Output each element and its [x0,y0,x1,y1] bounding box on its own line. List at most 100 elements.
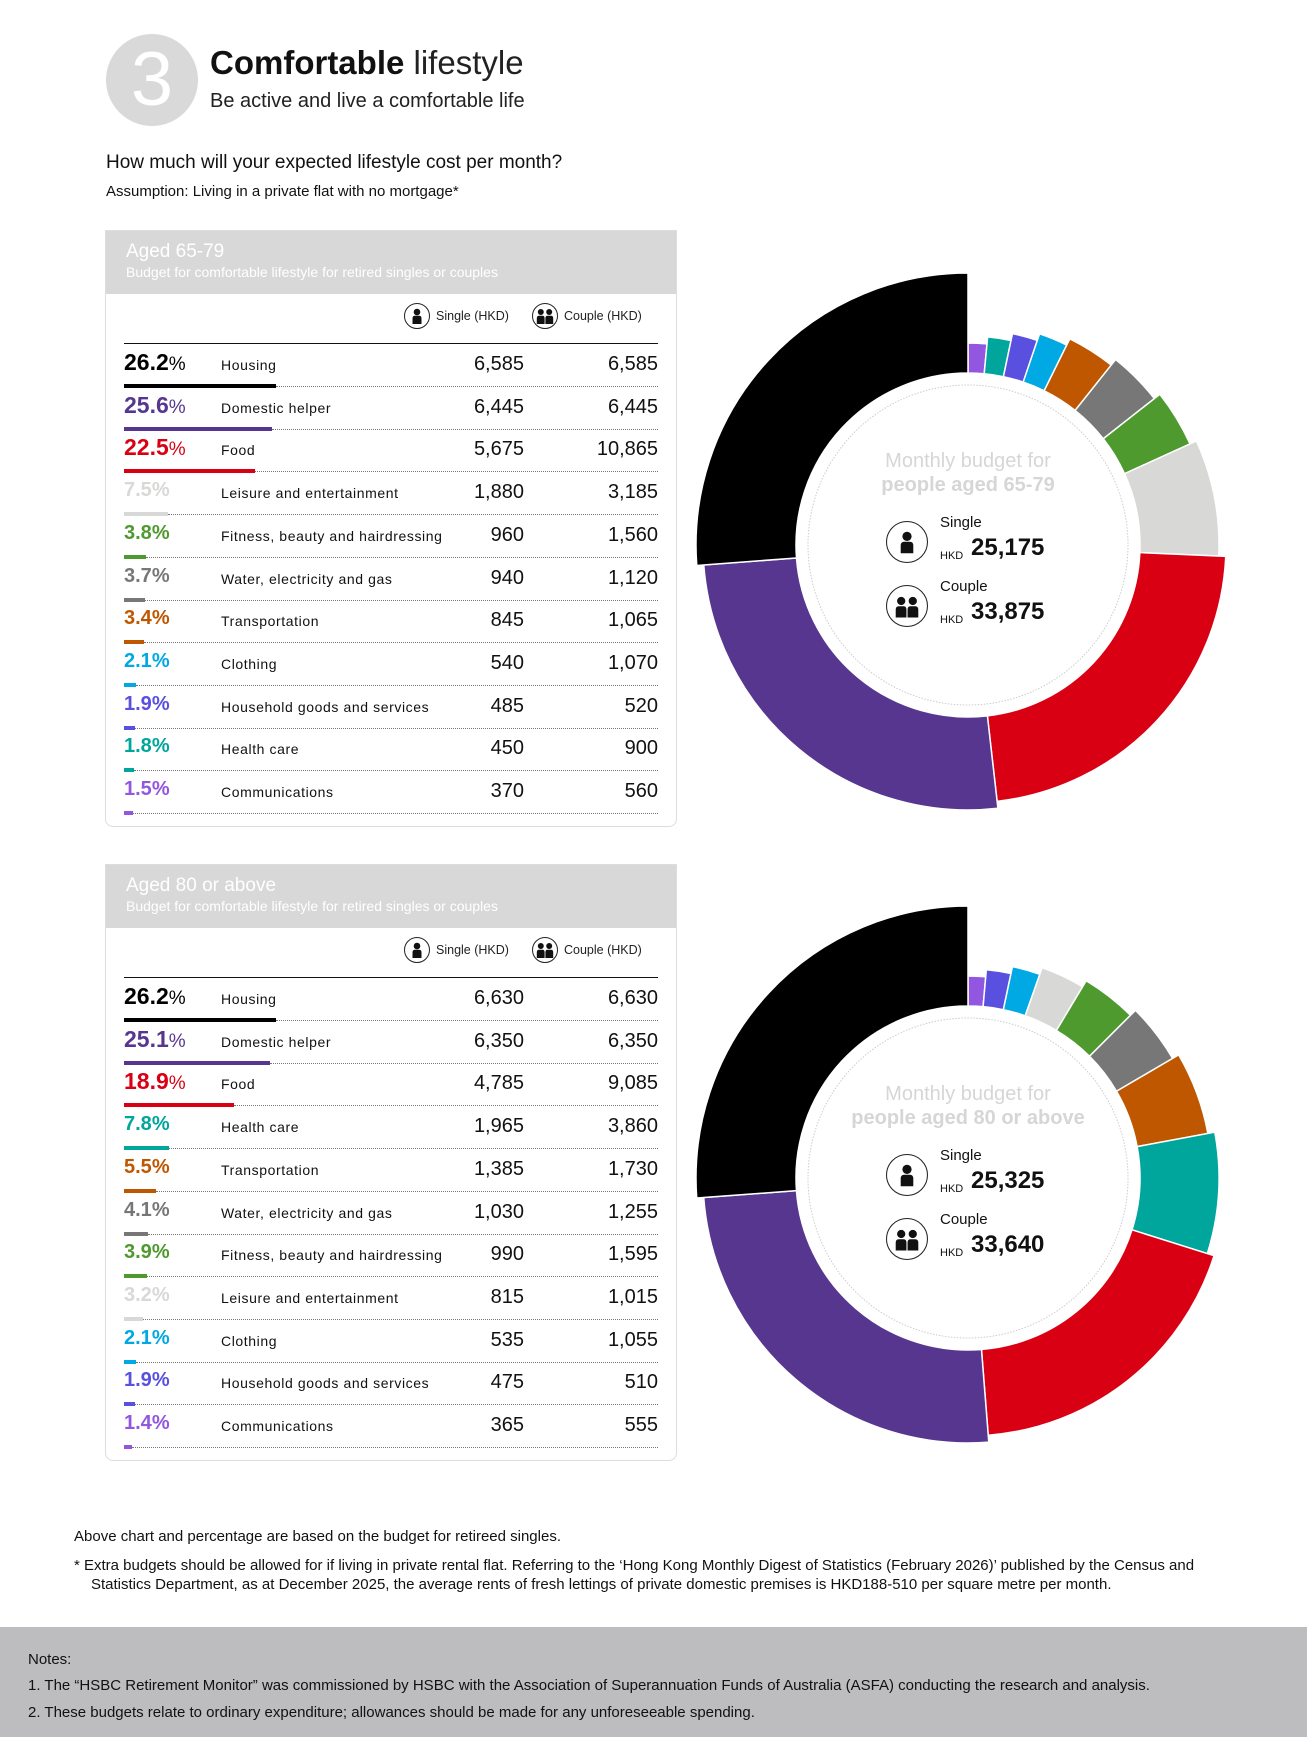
row-divider [132,813,658,814]
single-label: Single [940,514,982,531]
row-couple-value: 6,350 [607,1029,658,1052]
row-divider [135,727,658,729]
footnote-asterisk: * Extra budgets should be allowed for if… [74,1557,1195,1593]
percent-bar [124,725,136,730]
row-label: Transportation [221,613,320,630]
row-divider [143,642,658,644]
single-person-icon [886,1154,928,1196]
question: How much will your expected lifestyle co… [106,152,563,173]
row-couple-value: 6,445 [607,395,658,418]
table-row: 3.2% Leisure and entertainment 815 1,015 [124,1278,658,1321]
single-label: Single [940,1147,982,1164]
row-single-value: 960 [490,523,524,546]
page-title: Comfortable lifestyle [210,44,524,82]
percent-value: 1.4 [124,1412,152,1434]
row-label: Communications [221,784,334,800]
couple-total: 33,875 [971,598,1045,625]
section-number-badge: 3 [106,34,198,126]
row-percent: 7.5% [124,479,170,502]
row-single-value: 940 [490,566,524,589]
single-total: 25,175 [971,534,1045,561]
percent-value: 18.9 [124,1068,169,1095]
single-person-icon [404,937,430,963]
row-label: Clothing [221,1332,278,1349]
note-item: 2. These budgets relate to ordinary expe… [28,1704,755,1721]
row-divider [147,1233,658,1235]
donut-svg [695,905,1220,1444]
row-percent: 3.4% [124,607,170,630]
couple-icon [532,303,558,329]
table-row: 22.5% Food 5,675 10,865 [124,430,658,474]
table-row: 7.8% Health care 1,965 3,860 [124,1107,658,1151]
table-title: Aged 80 or above [126,875,277,896]
row-single-value: 6,585 [473,353,524,375]
row-divider [275,386,658,387]
row-couple-value: 1,055 [607,1328,658,1351]
row-couple-value: 9,085 [607,1072,658,1095]
donut-svg [695,272,1227,811]
row-label: Household goods and services [221,1375,430,1392]
row-divider [155,1190,658,1192]
percent-value: 3.2 [124,1283,152,1306]
row-divider [275,1020,658,1021]
row-single-value: 365 [490,1414,524,1436]
row-percent: 3.8% [124,521,170,544]
row-couple-value: 3,185 [607,481,658,504]
row-couple-value: 1,255 [607,1200,658,1223]
percent-bar [124,426,273,431]
percent-bar [124,1316,143,1321]
row-single-value: 540 [490,651,524,674]
column-label: Single (HKD) [436,943,509,957]
budget-table: Aged 65-79 Budget for comfortable lifest… [105,230,677,827]
percent-value: 5.5 [124,1155,152,1178]
table-title: Aged 65-79 [126,241,225,262]
row-percent: 1.4% [124,1412,170,1434]
row-percent: 1.5% [124,778,170,800]
row-percent: 25.1% [124,1025,186,1052]
table-row: 18.9% Food 4,785 9,085 [124,1064,658,1108]
row-divider [272,428,658,430]
row-label: Clothing [221,655,278,672]
column-header-couple: Couple (HKD) [532,937,642,963]
percent-bar [124,597,146,602]
row-single-value: 485 [490,694,524,717]
table-header: Aged 80 or above Budget for comfortable … [106,865,676,928]
row-divider [167,514,658,516]
table-row: 3.4% Transportation 845 1,065 [124,601,658,645]
column-label: Couple (HKD) [564,943,642,957]
row-percent: 3.7% [124,564,170,587]
percent-value: 7.8 [124,1113,152,1136]
donut-slice-domestic-helper [702,1189,990,1444]
percent-value: 22.5 [124,434,169,461]
percent-bar [124,811,133,815]
title-light: lifestyle [413,44,524,81]
donut-slice-food [986,551,1227,803]
table-row: 1.9% Household goods and services 475 51… [124,1363,658,1407]
row-label: Transportation [221,1161,320,1178]
row-single-value: 450 [490,737,524,760]
row-couple-value: 900 [624,737,658,760]
row-couple-value: 1,595 [607,1243,658,1266]
chart-title-line2: people aged 80 or above [851,1107,1085,1129]
row-couple-value: 6,585 [607,353,658,375]
row-couple-value: 10,865 [596,438,658,461]
row-single-value: 5,675 [473,438,524,461]
percent-value: 26.2 [124,983,169,1009]
row-divider [145,599,658,601]
chart-title-line1: Monthly budget for [885,1083,1051,1105]
couple-label: Couple [940,578,988,595]
row-single-value: 1,965 [473,1115,524,1138]
column-label: Couple (HKD) [564,309,642,323]
percent-bar [124,1231,148,1236]
table-row: 26.2% Housing 6,630 6,630 [124,979,658,1022]
notes-panel: Notes: 1. The “HSBC Retirement Monitor” … [0,1627,1307,1737]
row-label: Housing [221,991,277,1007]
header-divider [124,977,658,978]
row-divider [142,1318,658,1320]
header-divider [124,343,658,344]
row-label: Leisure and entertainment [221,485,399,502]
percent-value: 1.9 [124,692,152,715]
percent-value: 3.4 [124,607,152,630]
row-single-value: 845 [490,609,524,632]
row-couple-value: 520 [624,694,658,717]
